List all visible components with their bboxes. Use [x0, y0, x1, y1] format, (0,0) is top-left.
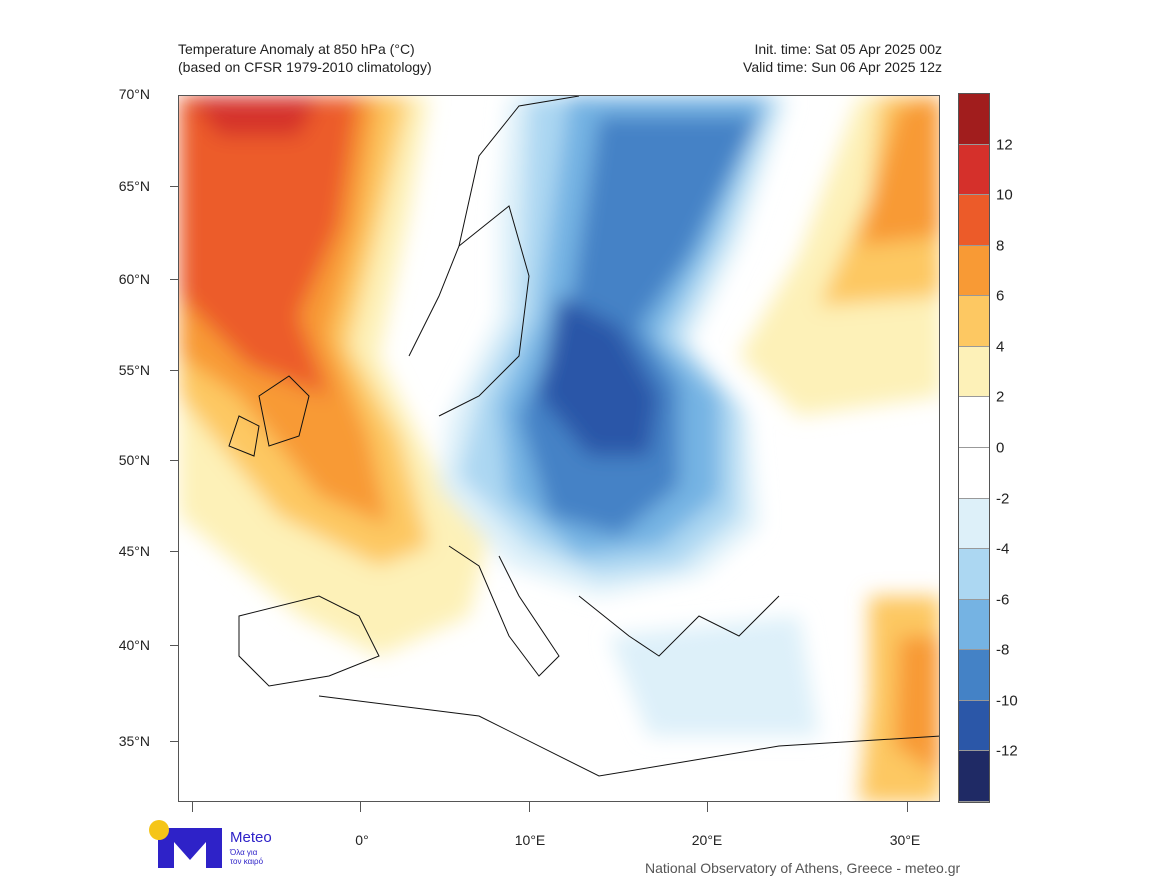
map-title: Temperature Anomaly at 850 hPa (°C) (bas…: [178, 40, 432, 76]
lat-label: 65°N: [118, 178, 150, 194]
colorbar-label: -4: [996, 540, 1010, 558]
colorbar-bin: [959, 144, 989, 196]
colorbar-label: 0: [996, 439, 1005, 457]
colorbar-bin: [959, 397, 989, 448]
lon-tick: [907, 802, 908, 812]
lon-label: 0°: [355, 832, 369, 848]
lat-tick: [170, 460, 178, 461]
coastlines: [228, 96, 939, 777]
lat-label: 40°N: [118, 637, 150, 653]
colorbar-bin: [959, 245, 989, 297]
colorbar-bin: [959, 751, 989, 802]
title-line-2: (based on CFSR 1979-2010 climatology): [178, 59, 432, 75]
colorbar-label: 12: [996, 136, 1013, 154]
lat-tick: [170, 279, 178, 280]
lat-tick: [170, 370, 178, 371]
colorbar-label: -8: [996, 641, 1010, 659]
colorbar-label: 10: [996, 186, 1013, 204]
logo-name: Meteo: [230, 829, 272, 846]
lat-tick: [170, 645, 178, 646]
lon-label: 10°E: [514, 832, 546, 848]
valid-time: Valid time: Sun 06 Apr 2025 12z: [743, 59, 942, 75]
colorbar-label: -6: [996, 591, 1010, 609]
colorbar-label: -12: [996, 742, 1018, 760]
lat-label: 60°N: [118, 271, 150, 287]
lat-tick: [170, 551, 178, 552]
lat-tick: [170, 186, 178, 187]
colorbar-bin: [959, 549, 989, 600]
init-time: Init. time: Sat 05 Apr 2025 00z: [754, 41, 942, 57]
lon-label: 30°E: [889, 832, 921, 848]
forecast-times: Init. time: Sat 05 Apr 2025 00z Valid ti…: [680, 40, 942, 76]
lon-tick: [360, 802, 361, 812]
lat-label: 35°N: [118, 733, 150, 749]
credit-text: National Observatory of Athens, Greece -…: [645, 860, 961, 876]
colorbar-bin: [959, 498, 989, 550]
colorbar-bin: [959, 700, 989, 752]
anomaly-map: [178, 95, 940, 802]
colorbar-bin: [959, 195, 989, 246]
lat-tick: [170, 741, 178, 742]
lat-label: 45°N: [118, 543, 150, 559]
colorbar-label: -2: [996, 490, 1010, 508]
logo-tagline-1: Όλα για: [229, 848, 258, 857]
colorbar-bin: [959, 346, 989, 398]
colorbar-bin: [959, 296, 989, 347]
lon-tick: [192, 802, 193, 812]
anomaly-field: [179, 96, 939, 801]
colorbar-bin: [959, 650, 989, 701]
colorbar-label: 4: [996, 338, 1005, 356]
title-line-1: Temperature Anomaly at 850 hPa (°C): [178, 41, 415, 57]
colorbar-label: 8: [996, 237, 1005, 255]
lon-tick: [529, 802, 530, 812]
colorbar-bin: [959, 94, 989, 145]
colorbar: [958, 93, 990, 803]
colorbar-bin: [959, 448, 989, 499]
colorbar-label: -10: [996, 692, 1018, 710]
colorbar-label: 2: [996, 388, 1005, 406]
lon-tick: [707, 802, 708, 812]
lat-label: 70°N: [118, 86, 150, 102]
lon-label: 20°E: [691, 832, 723, 848]
colorbar-bin: [959, 599, 989, 651]
lat-label: 55°N: [118, 362, 150, 378]
colorbar-label: 6: [996, 287, 1005, 305]
logo-tagline-2: τον καιρό: [230, 857, 264, 866]
meteo-logo: Meteo Όλα για τον καιρό: [149, 820, 272, 868]
lat-label: 50°N: [118, 452, 150, 468]
